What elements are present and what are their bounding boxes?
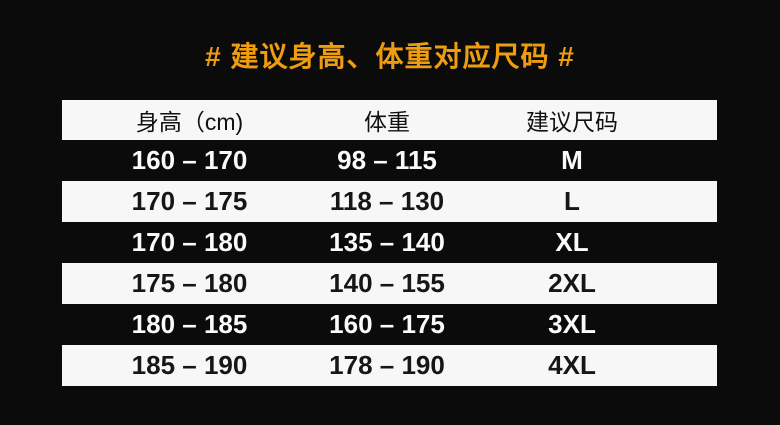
size-cell: L	[564, 186, 580, 216]
size-cell: M	[561, 145, 583, 175]
height-cell: 185 – 190	[131, 350, 248, 380]
table-row: 170 – 175 118 – 130 L	[62, 181, 717, 222]
table-row: 175 – 180 140 – 155 2XL	[62, 263, 717, 304]
height-cell: 175 – 180	[131, 268, 248, 298]
table-row: 160 – 170 98 – 115 M	[62, 140, 717, 181]
height-cell: 160 – 170	[131, 145, 248, 175]
size-table: 身高（cm) 体重 建议尺码 160 – 170 98 – 115 M 170 …	[62, 100, 717, 386]
table-row: 185 – 190 178 – 190 4XL	[62, 345, 717, 386]
table-row: 180 – 185 160 – 175 3XL	[62, 304, 717, 345]
weight-cell: 160 – 175	[329, 309, 445, 339]
size-cell: XL	[555, 227, 589, 257]
size-cell: 3XL	[548, 309, 596, 339]
size-cell: 4XL	[548, 350, 596, 380]
column-header-height: 身高（cm)	[135, 109, 244, 135]
weight-cell: 140 – 155	[329, 268, 445, 298]
size-cell: 2XL	[548, 268, 596, 298]
height-cell: 180 – 185	[131, 309, 248, 339]
height-cell: 170 – 175	[131, 186, 248, 216]
weight-cell: 118 – 130	[329, 186, 445, 216]
table-row: 170 – 180 135 – 140 XL	[62, 222, 717, 263]
table-header-row: 身高（cm) 体重 建议尺码	[62, 100, 717, 140]
weight-cell: 98 – 115	[337, 145, 437, 175]
page-title: # 建议身高、体重对应尺码 #	[205, 41, 575, 72]
column-header-weight: 体重	[364, 109, 410, 135]
column-header-size: 建议尺码	[526, 109, 618, 135]
weight-cell: 178 – 190	[329, 350, 445, 380]
height-cell: 170 – 180	[131, 227, 248, 257]
weight-cell: 135 – 140	[329, 227, 445, 257]
